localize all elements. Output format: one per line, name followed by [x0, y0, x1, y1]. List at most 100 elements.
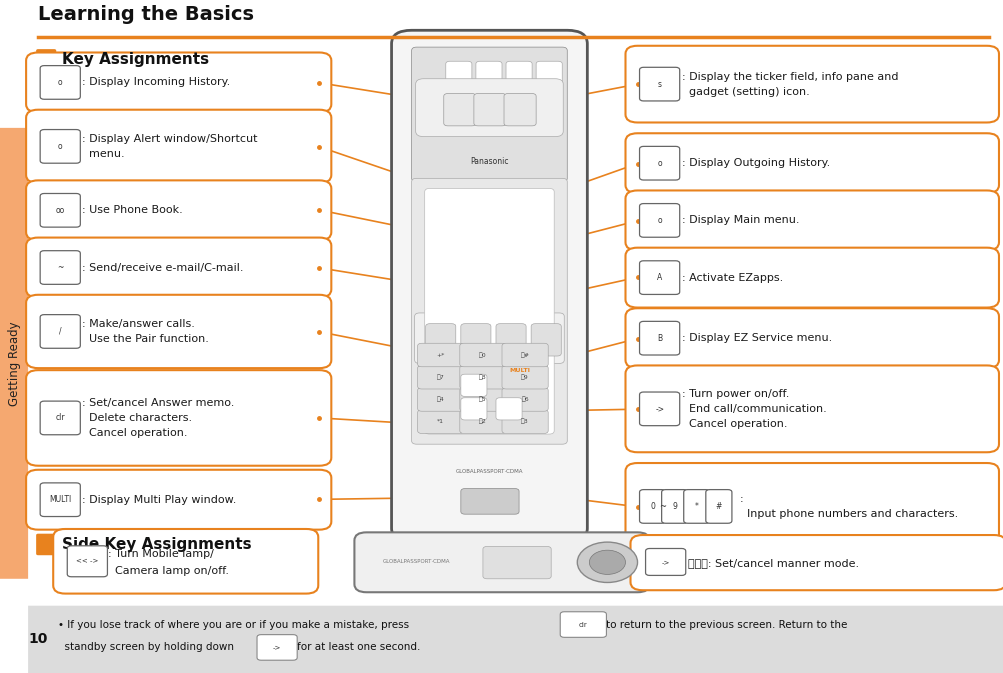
Text: さ3: さ3 — [521, 419, 529, 425]
FancyBboxPatch shape — [53, 529, 318, 594]
Text: : Send/receive e-mail/C-mail.: : Send/receive e-mail/C-mail. — [82, 262, 244, 273]
Text: Cancel operation.: Cancel operation. — [82, 428, 188, 437]
Text: • If you lose track of where you are or if you make a mistake, press: • If you lose track of where you are or … — [58, 620, 409, 629]
Text: マナー: Set/cancel manner mode.: マナー: Set/cancel manner mode. — [687, 558, 858, 567]
FancyBboxPatch shape — [26, 295, 331, 368]
Text: : Use Phone Book.: : Use Phone Book. — [82, 205, 183, 215]
FancyBboxPatch shape — [661, 490, 687, 524]
Text: menu.: menu. — [82, 149, 124, 159]
FancyBboxPatch shape — [502, 388, 548, 411]
Text: clr: clr — [55, 413, 65, 423]
FancyBboxPatch shape — [26, 238, 331, 297]
FancyBboxPatch shape — [460, 398, 486, 420]
FancyBboxPatch shape — [460, 374, 486, 396]
FancyBboxPatch shape — [417, 388, 463, 411]
FancyBboxPatch shape — [639, 321, 679, 355]
Text: 10: 10 — [28, 633, 48, 646]
FancyBboxPatch shape — [683, 490, 709, 524]
FancyBboxPatch shape — [639, 490, 665, 524]
FancyBboxPatch shape — [28, 606, 1003, 673]
Text: : Display EZ Service menu.: : Display EZ Service menu. — [681, 333, 831, 343]
FancyBboxPatch shape — [639, 392, 679, 426]
Circle shape — [589, 551, 625, 575]
FancyBboxPatch shape — [645, 548, 685, 575]
FancyBboxPatch shape — [415, 79, 563, 137]
Text: o: o — [657, 216, 661, 225]
FancyBboxPatch shape — [625, 190, 998, 250]
Text: << ->: << -> — [76, 559, 98, 564]
Text: か2: か2 — [478, 419, 486, 425]
Text: : Display Incoming History.: : Display Incoming History. — [82, 77, 231, 87]
Text: : Display Outgoing History.: : Display Outgoing History. — [681, 158, 829, 168]
FancyBboxPatch shape — [40, 483, 80, 517]
FancyBboxPatch shape — [502, 365, 548, 389]
FancyBboxPatch shape — [639, 147, 679, 180]
Text: Delete characters.: Delete characters. — [82, 413, 193, 423]
FancyBboxPatch shape — [26, 470, 331, 530]
Text: o: o — [58, 142, 62, 151]
FancyBboxPatch shape — [625, 133, 998, 193]
Text: Getting Ready: Getting Ready — [8, 321, 20, 406]
Text: Camera lamp on/off.: Camera lamp on/off. — [108, 566, 230, 575]
FancyBboxPatch shape — [473, 94, 506, 126]
Text: は6: は6 — [521, 396, 529, 402]
FancyBboxPatch shape — [625, 248, 998, 308]
FancyBboxPatch shape — [36, 49, 56, 71]
Text: ->: -> — [655, 404, 663, 413]
Text: Key Assignments: Key Assignments — [62, 52, 210, 67]
FancyBboxPatch shape — [67, 546, 107, 577]
Text: ~: ~ — [57, 263, 63, 272]
Text: A: A — [656, 273, 662, 282]
FancyBboxPatch shape — [502, 343, 548, 367]
Text: ま7: ま7 — [436, 374, 444, 380]
Text: s: s — [657, 79, 661, 89]
FancyBboxPatch shape — [625, 463, 998, 550]
FancyBboxPatch shape — [0, 128, 28, 579]
Text: *1: *1 — [437, 419, 443, 424]
Text: standby screen by holding down: standby screen by holding down — [58, 643, 234, 652]
Text: GLOBALPASSPORT·CDMA: GLOBALPASSPORT·CDMA — [382, 559, 450, 565]
FancyBboxPatch shape — [424, 188, 554, 434]
Text: : Activate EZapps.: : Activate EZapps. — [681, 273, 782, 283]
FancyBboxPatch shape — [625, 365, 998, 452]
Text: Side Key Assignments: Side Key Assignments — [62, 537, 252, 552]
Text: ー#: ー# — [521, 352, 529, 358]
FancyBboxPatch shape — [560, 612, 606, 637]
Text: for at least one second.: for at least one second. — [297, 643, 420, 652]
Text: /: / — [59, 327, 61, 336]
FancyBboxPatch shape — [411, 47, 567, 182]
Text: な5: な5 — [478, 396, 486, 402]
FancyBboxPatch shape — [445, 61, 471, 83]
FancyBboxPatch shape — [495, 398, 522, 420]
Text: わ0: わ0 — [478, 352, 486, 358]
FancyBboxPatch shape — [40, 314, 80, 349]
Circle shape — [577, 542, 637, 582]
FancyBboxPatch shape — [417, 365, 463, 389]
FancyBboxPatch shape — [625, 308, 998, 368]
Text: : Turn power on/off.: : Turn power on/off. — [681, 389, 788, 399]
Text: Cancel operation.: Cancel operation. — [681, 419, 786, 429]
FancyBboxPatch shape — [26, 52, 331, 112]
FancyBboxPatch shape — [475, 61, 502, 83]
Text: o: o — [58, 78, 62, 87]
FancyBboxPatch shape — [459, 343, 506, 367]
FancyBboxPatch shape — [536, 61, 562, 83]
Text: 9: 9 — [672, 502, 676, 511]
Text: : Display Multi Play window.: : Display Multi Play window. — [82, 495, 237, 505]
FancyBboxPatch shape — [482, 546, 551, 579]
FancyBboxPatch shape — [459, 365, 506, 389]
FancyBboxPatch shape — [705, 490, 731, 524]
FancyBboxPatch shape — [425, 324, 455, 356]
FancyBboxPatch shape — [36, 534, 56, 555]
FancyBboxPatch shape — [639, 67, 679, 101]
Text: Input phone numbers and characters.: Input phone numbers and characters. — [739, 509, 957, 519]
Text: +*: +* — [436, 353, 444, 357]
FancyBboxPatch shape — [354, 532, 649, 592]
Text: ->: -> — [661, 559, 669, 565]
Text: #: # — [715, 502, 721, 511]
Text: : Display the ticker field, info pane and: : Display the ticker field, info pane an… — [681, 72, 898, 81]
FancyBboxPatch shape — [531, 324, 561, 356]
Text: End call/communication.: End call/communication. — [681, 404, 825, 414]
FancyBboxPatch shape — [391, 30, 587, 542]
Text: : Display Alert window/Shortcut: : Display Alert window/Shortcut — [82, 134, 258, 144]
